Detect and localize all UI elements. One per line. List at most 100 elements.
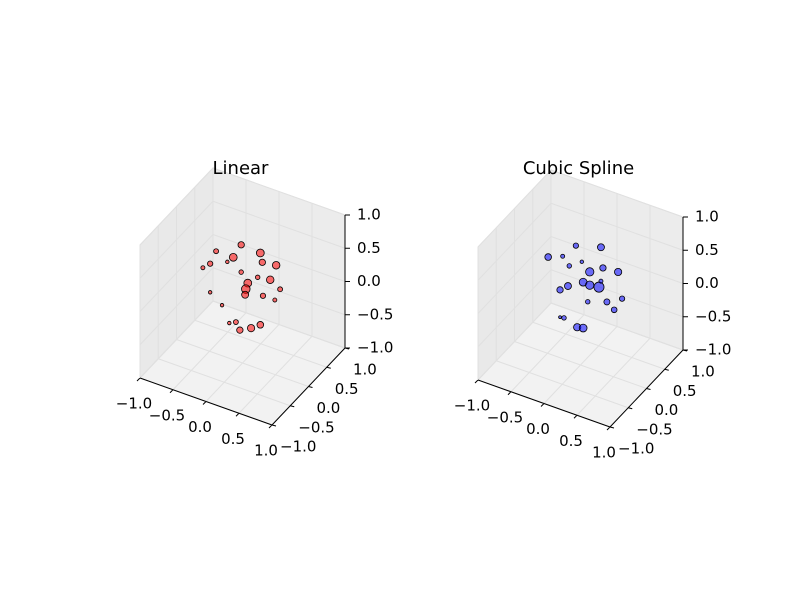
point (585, 267, 595, 277)
grid-line (550, 236, 684, 284)
point (219, 303, 225, 308)
z-tick-label: −0.5 (695, 307, 731, 325)
point (241, 290, 250, 299)
grid-line (550, 269, 684, 318)
z-tick-label: 1.0 (357, 206, 381, 224)
grid-line (550, 302, 684, 351)
point (564, 282, 572, 290)
subplot: −1.0−0.50.00.51.0 −1.0−0.50.00.51.0−1.0−0… (116, 158, 394, 460)
point (247, 324, 256, 333)
point (200, 265, 206, 271)
z-tick-label: −1.0 (695, 341, 731, 359)
point (238, 269, 244, 275)
x-tick-label: 0.0 (188, 418, 212, 436)
z-tick-label: 0.5 (695, 241, 719, 259)
point (277, 286, 283, 293)
z-tick-label: 0.0 (695, 274, 719, 292)
point (228, 252, 238, 262)
point (544, 253, 552, 261)
x-tick-label: 1.0 (254, 442, 278, 460)
x-tick-label: 0.5 (559, 432, 583, 450)
tick-mark (573, 414, 578, 419)
grid-line (550, 202, 684, 251)
point (597, 243, 605, 252)
x-axis-line (139, 377, 273, 426)
point (561, 315, 567, 321)
point (266, 275, 275, 284)
x-tick-label: −1.0 (454, 397, 490, 415)
z-tick-label: −0.5 (357, 305, 393, 323)
grid-line (212, 234, 346, 282)
tick-mark (308, 386, 313, 388)
x-tick-label: 0.0 (526, 420, 550, 438)
point (233, 319, 239, 325)
grid-line (477, 302, 552, 381)
point (255, 274, 261, 280)
y-tick-label: 0.5 (335, 380, 359, 398)
z-tick-label: −1.0 (357, 339, 393, 357)
point (585, 299, 591, 305)
point (258, 258, 266, 266)
grid-line (139, 300, 214, 379)
grid-line (139, 234, 214, 312)
tick-mark (271, 424, 277, 427)
tick-mark (202, 401, 207, 405)
y-tick-label: 0.0 (317, 399, 341, 417)
x-axis-line (477, 379, 611, 428)
point (603, 298, 611, 306)
point (578, 323, 588, 333)
y-tick-label: −0.5 (298, 418, 334, 436)
x-tick-label: 0.5 (221, 430, 245, 448)
chart-title: Cubic Spline (523, 158, 634, 179)
tick-mark (235, 412, 240, 417)
grid-line (532, 321, 665, 370)
point (560, 253, 566, 259)
point (614, 267, 623, 277)
point (225, 259, 230, 264)
grid-line (496, 360, 629, 409)
x-tick-label: −0.5 (149, 406, 185, 424)
tick-mark (290, 405, 295, 408)
grid-line (212, 300, 346, 349)
y-tick-label: 0.0 (655, 401, 679, 419)
point (556, 286, 564, 294)
point (237, 241, 245, 249)
grid-line (477, 169, 552, 248)
tick-mark (136, 377, 141, 382)
point (272, 297, 278, 303)
tick-mark (169, 389, 174, 394)
tick-mark (609, 426, 615, 429)
tick-mark (268, 424, 273, 429)
point (271, 261, 281, 270)
point (208, 290, 213, 295)
z-tick-label: 0.5 (357, 239, 381, 257)
grid-line (212, 200, 346, 249)
point (207, 260, 214, 267)
tick-mark (664, 368, 669, 371)
point (585, 280, 595, 290)
point (256, 321, 265, 329)
y-tick-label: −0.5 (636, 420, 672, 438)
point (213, 248, 219, 255)
point (619, 295, 626, 302)
y-tick-label: 1.0 (353, 361, 377, 379)
grid-line (139, 167, 214, 246)
grid-line (139, 200, 214, 279)
y-tick-label: 0.5 (673, 382, 697, 400)
tick-mark (507, 391, 512, 396)
point (610, 306, 618, 314)
grid-line (194, 319, 327, 368)
grid-line (212, 167, 346, 216)
point (572, 242, 579, 249)
tick-mark (474, 379, 479, 384)
point (558, 315, 562, 319)
point (256, 248, 265, 258)
grid-line (477, 202, 552, 281)
subplot: −1.0−0.50.00.51.0 −1.0−0.50.00.51.0−1.0−0… (454, 158, 732, 462)
chart-title: Linear (213, 158, 270, 179)
point (593, 281, 605, 293)
y-axis-line (609, 349, 684, 428)
grid-line (477, 236, 552, 314)
tick-mark (646, 388, 651, 390)
y-tick-label: −1.0 (280, 438, 316, 456)
